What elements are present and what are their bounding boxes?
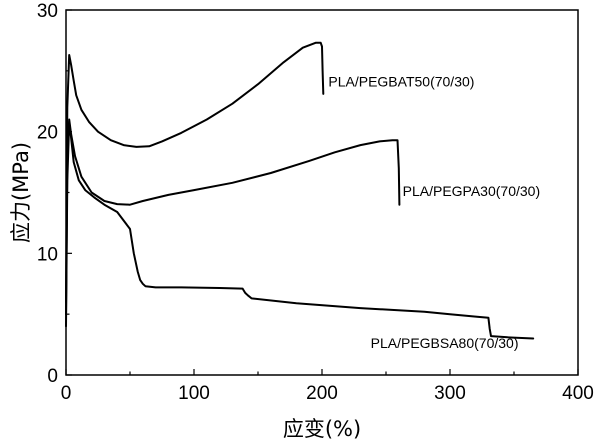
x-tick-label: 0 [61,383,72,404]
y-tick-label: 0 [47,366,58,387]
tick-labels: 0 100 200 300 400 0 10 20 30 [37,1,594,404]
x-tick-label: 300 [434,383,466,404]
series-label-1: PLA/PEGBAT50(70/30) [328,74,474,90]
x-tick-label: 200 [306,383,338,404]
series-line-3 [65,120,535,340]
y-tick-label: 30 [37,1,58,22]
series-label-2: PLA/PEGPA30(70/30) [403,183,540,199]
series-label-3: PLA/PEGBSA80(70/30) [371,335,519,351]
x-tick-label: 100 [178,383,210,404]
series-line-1 [65,41,325,303]
y-tick-label: 20 [37,123,58,144]
x-tick-label: 400 [562,383,594,404]
x-axis-title: 应变(%) [283,417,361,441]
series-annotations: PLA/PEGBAT50(70/30) PLA/PEGPA30(70/30) PLA… [328,74,540,352]
series-lines [65,41,535,340]
y-axis-title: 应力(MPa) [9,142,33,243]
y-tick-label: 10 [37,244,58,265]
series-line-2 [65,118,401,316]
